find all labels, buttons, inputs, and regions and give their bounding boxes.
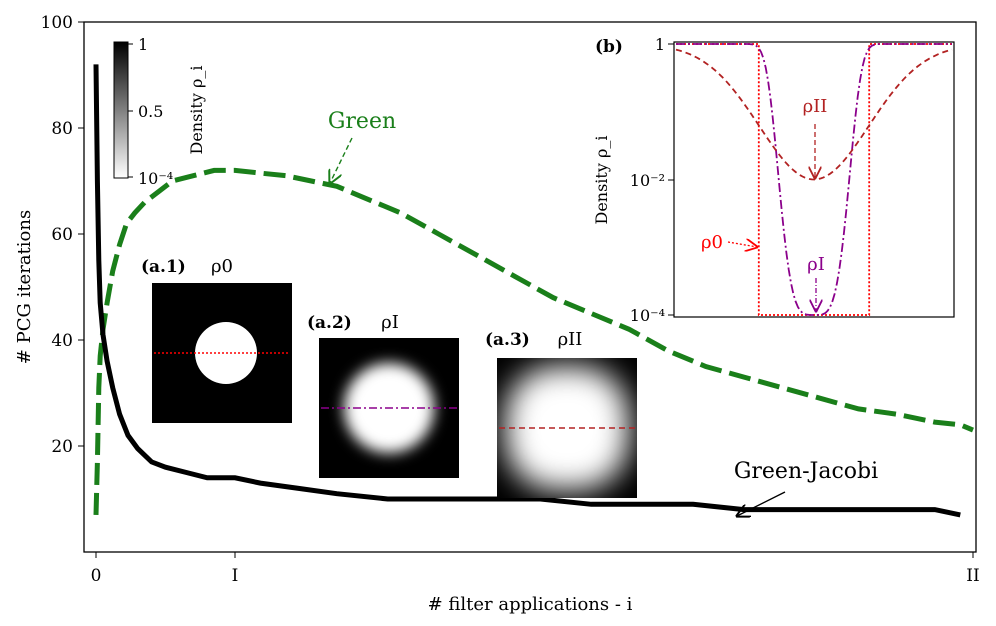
jacobi-label-arrow — [737, 491, 786, 516]
y-tick-label: 60 — [51, 225, 73, 245]
inset-a3-tag: (a.3) — [485, 330, 530, 350]
series-line-green-jacobi — [93, 64, 961, 518]
inset-a1-tag: (a.1) — [141, 257, 186, 277]
inset-b-profile-narrow — [676, 43, 952, 316]
y-tick-label: 100 — [41, 13, 73, 33]
colorbar: 1 0.5 10⁻⁴ Density ρ_i — [113, 35, 206, 188]
y-tick-label: 80 — [51, 119, 73, 139]
x-axis-label: # filter applications - i — [428, 594, 633, 615]
inset-b-label-rhoII: ρII — [803, 96, 828, 117]
colorbar-tick-label: 1 — [138, 35, 148, 54]
inset-b-tag: (b) — [595, 37, 623, 57]
inset-b-profile-wide — [675, 48, 953, 181]
y-tick-label: 20 — [51, 437, 73, 457]
x-axis: 0 I II — [91, 552, 980, 586]
y-axis: 100 80 60 40 20 — [41, 13, 84, 457]
inset-a1: (a.1) ρ0 — [141, 256, 292, 423]
inset-b-y-tick-label: 1 — [655, 35, 665, 54]
inset-a1-title: ρ0 — [211, 256, 233, 277]
inset-b-series — [675, 43, 953, 316]
x-tick-label: 0 — [91, 566, 102, 586]
inset-a3: (a.3) ρII — [485, 329, 637, 498]
colorbar-gradient — [113, 41, 129, 179]
green-series-label: Green — [328, 109, 396, 134]
inset-b-y-label: Density ρ_i — [592, 135, 611, 224]
green-label-arrow — [330, 137, 353, 183]
inset-a2-title: ρI — [381, 312, 399, 333]
inset-a3-title: ρII — [558, 329, 583, 350]
inset-a2-tag: (a.2) — [307, 313, 352, 333]
main-plot-frame — [83, 21, 977, 553]
x-tick-label: II — [966, 566, 979, 586]
inset-b-arrow-rho0 — [727, 242, 757, 247]
inset-b-label-rho0: ρ0 — [701, 232, 723, 253]
inset-b-y-tick-label: 10⁻⁴ — [630, 306, 665, 325]
colorbar-tick-label: 0.5 — [138, 102, 163, 121]
jacobi-series-label: Green-Jacobi — [734, 459, 878, 484]
y-tick-label: 40 — [51, 331, 73, 351]
inset-a3-blob — [505, 366, 629, 490]
series-line-green — [93, 167, 974, 515]
colorbar-label: Density ρ_i — [187, 65, 206, 154]
inset-b-y-tick-label: 10⁻² — [630, 171, 665, 190]
series-layer — [93, 64, 974, 518]
x-tick-label: I — [232, 566, 239, 586]
y-axis-label: # PCG iterations — [14, 210, 35, 364]
inset-a2: (a.2) ρI — [307, 312, 459, 478]
colorbar-tick-label: 10⁻⁴ — [138, 169, 173, 188]
inset-b-label-rhoI: ρI — [807, 254, 825, 275]
inset-b: (b) 1 10⁻² 10⁻⁴ Density ρ_i ρII ρI ρ0 — [592, 35, 955, 325]
